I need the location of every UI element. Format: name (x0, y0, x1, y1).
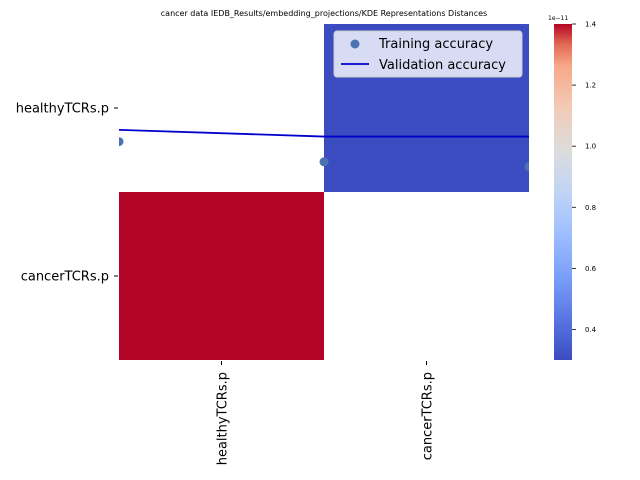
colorbar-tick-label: 1.0 (585, 143, 596, 151)
legend-box (333, 30, 523, 78)
y-tick-labels: healthyTCRs.p cancerTCRs.p (16, 102, 118, 285)
training-accuracy-point (524, 162, 529, 172)
legend: Training accuracy Validation accuracy (333, 30, 523, 78)
colorbar-tick-label: 0.6 (585, 265, 597, 273)
validation-accuracy-line (119, 128, 529, 138)
training-accuracy-point (319, 157, 329, 167)
x-tick-labels: healthyTCRs.p cancerTCRs.p (216, 361, 436, 465)
colorbar-tick-label: 0.4 (585, 326, 597, 334)
legend-training-label: Training accuracy (378, 37, 493, 52)
training-accuracy-point (119, 137, 124, 147)
x-tick-label: healthyTCRs.p (216, 372, 231, 465)
y-tick-label: cancerTCRs.p (21, 270, 109, 285)
colorbar-ticks: 0.4 0.6 0.8 1.0 1.2 1.4 (572, 21, 597, 334)
colorbar-gradient (554, 24, 572, 360)
colorbar-tick-label: 0.8 (585, 204, 596, 212)
y-tick-label: healthyTCRs.p (16, 102, 109, 117)
colorbar-exponent: 1e−11 (548, 15, 568, 22)
accuracy-overlay (119, 128, 529, 172)
colorbar: 1e−11 0.4 0.6 0.8 1.0 1.2 1.4 (548, 15, 597, 360)
colorbar-tick-label: 1.2 (585, 82, 596, 90)
heatmap-cell-r1-c0 (119, 192, 324, 360)
x-tick-label: cancerTCRs.p (421, 372, 436, 460)
colorbar-tick-label: 1.4 (585, 21, 597, 29)
chart-title: cancer data IEDB_Results/embedding_proje… (161, 9, 487, 18)
legend-validation-label: Validation accuracy (379, 58, 506, 73)
legend-training-marker (350, 39, 360, 49)
